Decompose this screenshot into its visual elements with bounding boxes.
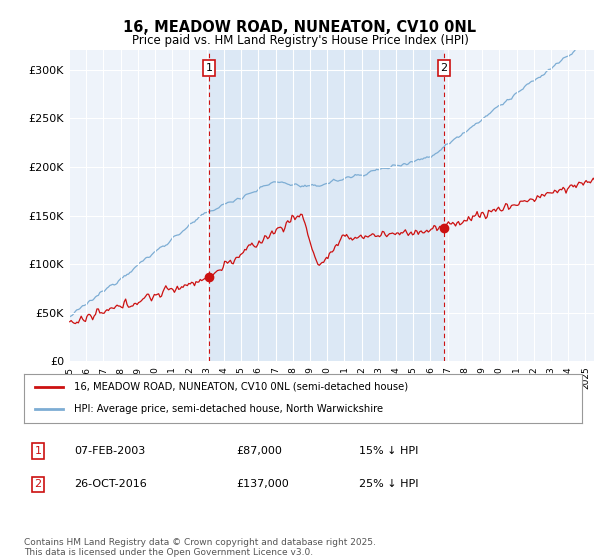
Text: 26-OCT-2016: 26-OCT-2016 — [74, 479, 147, 489]
Bar — [209, 50, 444, 361]
Text: £87,000: £87,000 — [236, 446, 282, 456]
Text: 16, MEADOW ROAD, NUNEATON, CV10 0NL: 16, MEADOW ROAD, NUNEATON, CV10 0NL — [124, 20, 476, 35]
Text: 07-FEB-2003: 07-FEB-2003 — [74, 446, 145, 456]
Text: Contains HM Land Registry data © Crown copyright and database right 2025.
This d: Contains HM Land Registry data © Crown c… — [24, 538, 376, 557]
Text: 2: 2 — [440, 63, 448, 73]
Text: 25% ↓ HPI: 25% ↓ HPI — [359, 479, 418, 489]
Text: 15% ↓ HPI: 15% ↓ HPI — [359, 446, 418, 456]
Text: 1: 1 — [205, 63, 212, 73]
Text: 1: 1 — [34, 446, 41, 456]
Text: Price paid vs. HM Land Registry's House Price Index (HPI): Price paid vs. HM Land Registry's House … — [131, 34, 469, 46]
Text: HPI: Average price, semi-detached house, North Warwickshire: HPI: Average price, semi-detached house,… — [74, 404, 383, 414]
Text: 2: 2 — [34, 479, 41, 489]
Text: £137,000: £137,000 — [236, 479, 289, 489]
Text: 16, MEADOW ROAD, NUNEATON, CV10 0NL (semi-detached house): 16, MEADOW ROAD, NUNEATON, CV10 0NL (sem… — [74, 382, 409, 392]
